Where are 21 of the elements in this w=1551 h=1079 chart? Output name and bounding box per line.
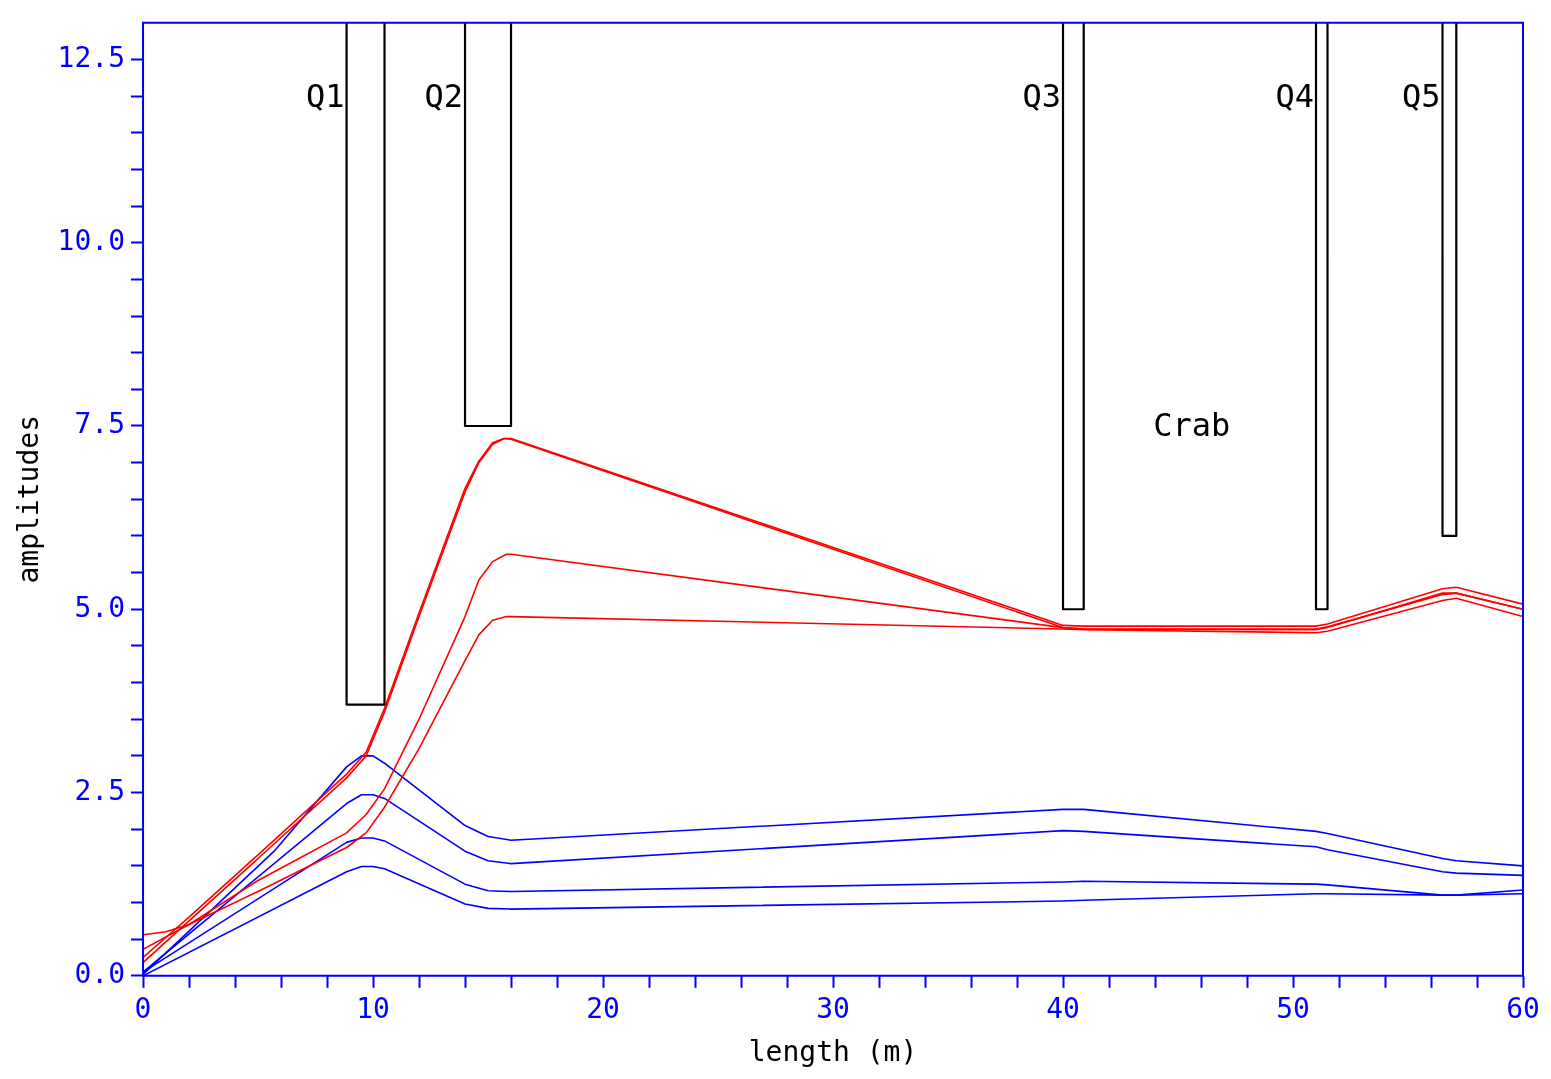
series-label: Q4 xyxy=(1275,77,1314,116)
series-label: Q3 xyxy=(1022,77,1062,116)
y-tick-label: 0.0 xyxy=(74,957,126,991)
y-tick-label: 12.5 xyxy=(57,40,126,74)
annotation: Crab xyxy=(1153,406,1231,445)
x-tick-label: 50 xyxy=(1276,991,1310,1025)
x-axis-title: length (m) xyxy=(748,1035,918,1069)
x-tick-label: 20 xyxy=(586,991,620,1025)
y-tick-label: 10.0 xyxy=(57,224,126,257)
y-tick-label: 7.5 xyxy=(74,407,126,441)
y-tick-label: 5.0 xyxy=(74,590,126,624)
x-tick-label: 10 xyxy=(356,991,390,1025)
series-label: Q1 xyxy=(306,77,345,116)
y-tick-label: 2.5 xyxy=(74,773,126,807)
x-tick-label: 60 xyxy=(1506,991,1540,1025)
x-tick-label: 40 xyxy=(1046,991,1080,1025)
y-axis-title: amplitudes xyxy=(12,415,46,584)
series-label: Q5 xyxy=(1401,77,1441,116)
x-tick-label: 0 xyxy=(134,991,152,1025)
x-tick-label: 30 xyxy=(816,991,850,1025)
series-label: Q2 xyxy=(424,77,464,116)
